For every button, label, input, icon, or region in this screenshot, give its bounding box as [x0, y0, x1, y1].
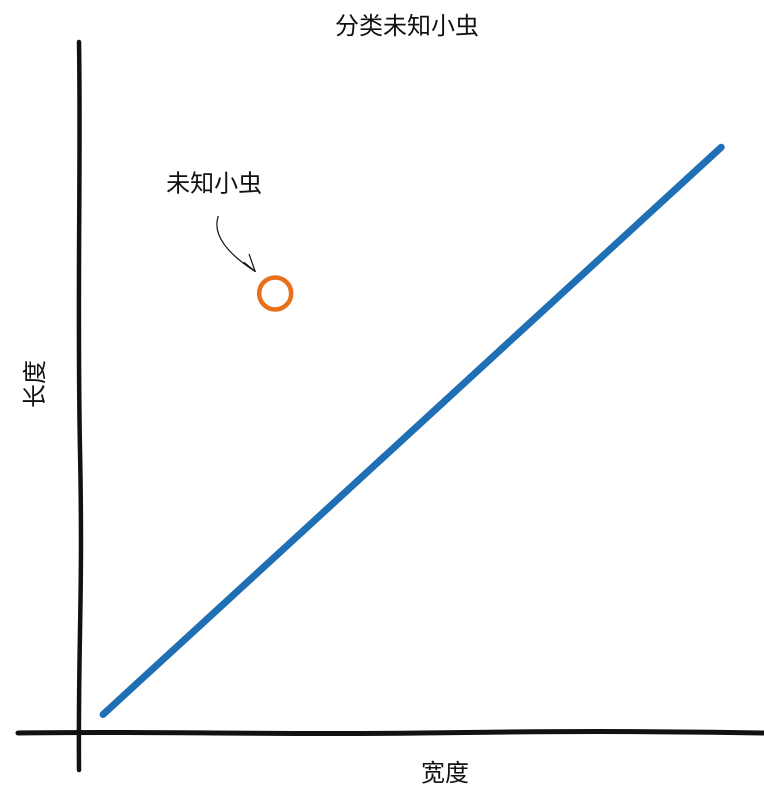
- x-axis-label: 宽度: [421, 759, 469, 787]
- labels-layer: 分类未知小虫 宽度 长度: [21, 12, 479, 787]
- annotation-label: 未知小虫: [166, 169, 262, 197]
- y-axis-label: 长度: [21, 360, 49, 408]
- annotation-arrow: [216, 215, 256, 273]
- axes-layer: [15, 39, 764, 773]
- y-axis: [76, 39, 84, 773]
- chart-title: 分类未知小虫: [335, 12, 479, 40]
- x-axis: [15, 729, 764, 737]
- unknown-bug-point: [256, 275, 294, 312]
- series-line: [99, 143, 725, 718]
- annotation-layer: 未知小虫: [166, 169, 262, 273]
- plot-layer: [99, 143, 725, 718]
- annotation-arrow-head: [243, 253, 256, 273]
